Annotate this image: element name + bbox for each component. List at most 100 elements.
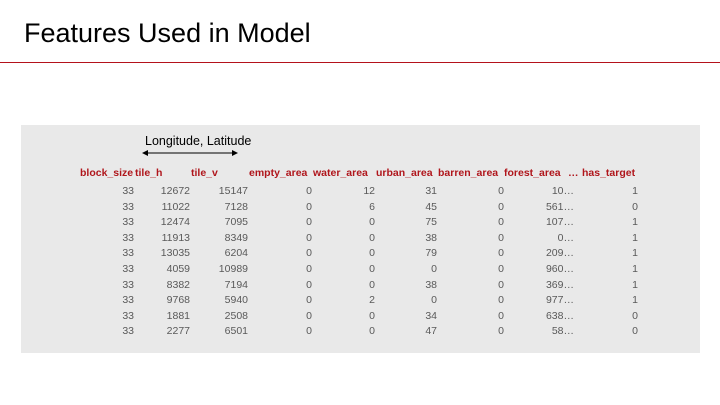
table-cell: 2 — [369, 294, 375, 307]
table-cell: 6501 — [224, 325, 248, 338]
slide-title: Features Used in Model — [24, 18, 311, 48]
table-cell: 33 — [122, 278, 134, 291]
column-header: tile_h — [135, 167, 163, 179]
table-cell: 11022 — [161, 200, 190, 213]
table-cell: 638… — [545, 309, 574, 322]
table-cell: 33 — [122, 325, 134, 338]
table-cell: 0 — [369, 309, 375, 322]
table-cell: 1 — [632, 263, 638, 275]
table-panel — [21, 125, 700, 353]
table-cell: 12474 — [160, 216, 190, 229]
table-cell: 0 — [306, 247, 312, 260]
table-cell: 33 — [122, 247, 134, 260]
table-cell: 2277 — [166, 325, 190, 338]
table-cell: 33 — [122, 263, 134, 275]
table-cell: 0 — [306, 200, 312, 213]
table-cell: 10… — [551, 185, 574, 197]
table-cell: 8349 — [224, 231, 248, 244]
table-cell: 0 — [632, 309, 638, 322]
table-cell: 34 — [425, 309, 437, 322]
column-header: block_size — [80, 167, 134, 179]
table-cell: 0 — [306, 325, 312, 338]
table-cell: 33 — [122, 185, 134, 197]
table-cell: 12672 — [160, 185, 190, 197]
table-cell: 0 — [306, 216, 312, 229]
table-cell: 561… — [545, 200, 574, 213]
table-cell: 0 — [369, 325, 375, 338]
table-cell: 1 — [632, 185, 638, 197]
table-cell: 0 — [306, 263, 312, 275]
table-cell: 0 — [498, 231, 504, 244]
table-cell: 0 — [431, 294, 437, 307]
table-cell: 0 — [498, 294, 504, 307]
table-cell: 0 — [498, 278, 504, 291]
table-cell: 11913 — [161, 231, 190, 244]
table-cell: 33 — [122, 231, 134, 244]
table-cell: 13035 — [160, 247, 190, 260]
title-divider — [0, 62, 720, 63]
table-cell: 0 — [306, 231, 312, 244]
table-cell: 107… — [545, 216, 574, 229]
table-cell: 1 — [632, 216, 638, 229]
table-cell: 1 — [632, 278, 638, 291]
table-cell: 5940 — [224, 294, 248, 307]
double-arrow-icon — [142, 150, 238, 156]
table-cell: 0 — [498, 200, 504, 213]
table-cell: 38 — [425, 278, 437, 291]
coordinates-annotation: Longitude, Latitude — [145, 134, 252, 148]
table-cell: 0 — [306, 278, 312, 291]
table-cell: 1881 — [166, 309, 190, 322]
table-cell: 79 — [425, 247, 437, 260]
table-cell: 15147 — [218, 185, 248, 197]
table-cell: 0 — [632, 200, 638, 213]
table-cell: 0 — [369, 247, 375, 260]
table-cell: 6 — [369, 200, 375, 213]
table-cell: 10989 — [218, 263, 248, 275]
table-cell: 45 — [425, 200, 437, 213]
table-cell: 0… — [557, 231, 574, 244]
column-header: water_area — [313, 167, 368, 179]
table-cell: 209… — [545, 247, 574, 260]
table-cell: 0 — [369, 216, 375, 229]
table-cell: 58… — [551, 325, 574, 338]
table-cell: 0 — [498, 185, 504, 197]
table-cell: 369… — [545, 278, 574, 291]
table-cell: 33 — [122, 216, 134, 229]
table-cell: 0 — [306, 185, 312, 197]
table-cell: 0 — [632, 325, 638, 338]
table-cell: 75 — [425, 216, 437, 229]
table-cell: 0 — [306, 309, 312, 322]
table-cell: 1 — [632, 247, 638, 260]
table-cell: 0 — [369, 231, 375, 244]
table-cell: 12 — [363, 185, 375, 197]
table-cell: 47 — [425, 325, 437, 338]
table-cell: 9768 — [166, 294, 190, 307]
column-header: urban_area — [376, 167, 433, 179]
table-cell: 0 — [306, 294, 312, 307]
column-header: tile_v — [191, 167, 218, 179]
table-cell: 0 — [369, 263, 375, 275]
column-header: barren_area — [438, 167, 499, 179]
table-cell: 33 — [122, 200, 134, 213]
table-cell: 7194 — [224, 278, 248, 291]
table-cell: 0 — [369, 278, 375, 291]
table-cell: 960… — [545, 263, 574, 275]
table-cell: 6204 — [224, 247, 248, 260]
table-cell: 33 — [122, 309, 134, 322]
table-cell: 0 — [498, 216, 504, 229]
table-cell: 2508 — [224, 309, 248, 322]
table-cell: 33 — [122, 294, 134, 307]
table-cell: 7128 — [224, 200, 248, 213]
column-header: … — [568, 167, 579, 179]
column-header: forest_area — [504, 167, 561, 179]
table-cell: 1 — [632, 231, 638, 244]
table-cell: 1 — [632, 294, 638, 307]
column-header: empty_area — [249, 167, 308, 179]
column-header: has_target — [582, 167, 636, 179]
table-cell: 8382 — [166, 278, 190, 291]
table-cell: 0 — [498, 247, 504, 260]
table-cell: 4059 — [166, 263, 190, 275]
table-cell: 0 — [498, 263, 504, 275]
table-cell: 0 — [498, 325, 504, 338]
table-cell: 31 — [425, 185, 437, 197]
